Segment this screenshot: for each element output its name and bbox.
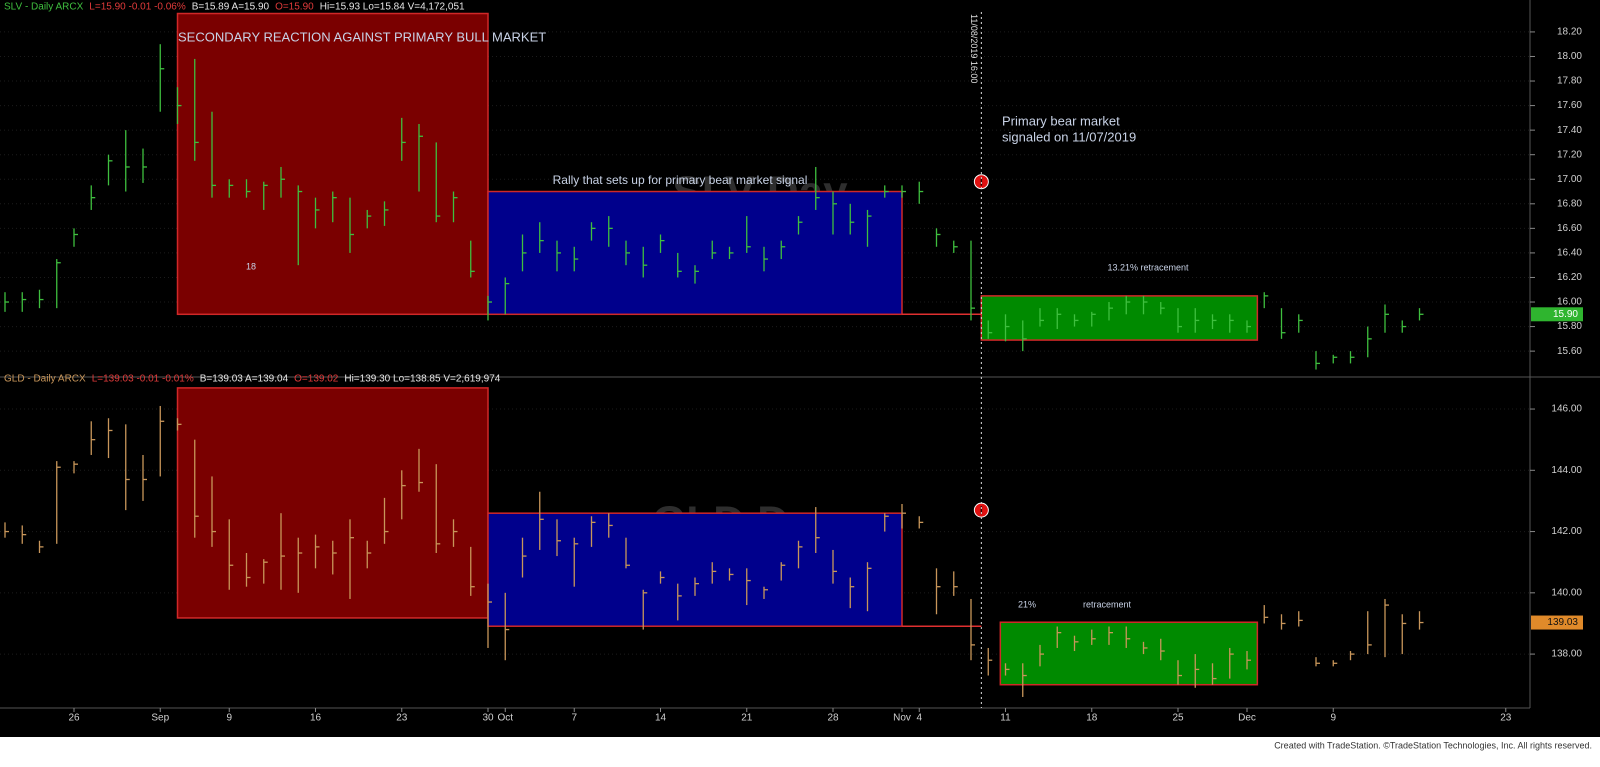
header-text: Hi=15.93 Lo=15.84 V=4,172,051 xyxy=(320,2,465,13)
x-tick-label: 11 xyxy=(1000,713,1011,724)
zone xyxy=(487,512,903,627)
header-text: O=139.02 xyxy=(294,374,339,385)
x-tick-label: 7 xyxy=(571,713,577,724)
y-tick-label: 16.40 xyxy=(1557,248,1582,259)
last-price-tag xyxy=(1531,307,1583,322)
x-tick-label: 18 xyxy=(1086,713,1098,724)
last-price-label: 15.90 xyxy=(1553,309,1578,320)
y-tick-label: 17.80 xyxy=(1557,76,1582,87)
y-tick-label: 140.00 xyxy=(1551,587,1582,598)
annotation: Rally that sets up for primary bear mark… xyxy=(553,173,808,187)
annotation: retracement xyxy=(1083,599,1132,609)
y-tick-label: 16.60 xyxy=(1557,223,1582,234)
header-text: O=15.90 xyxy=(275,2,314,13)
y-tick-label: 144.00 xyxy=(1551,465,1582,476)
zone xyxy=(999,621,1259,686)
header-text: SLV - Daily ARCX xyxy=(4,2,84,13)
x-tick-label: 30 xyxy=(482,713,494,724)
x-tick-label: 28 xyxy=(827,713,839,724)
y-tick-label: 142.00 xyxy=(1551,526,1582,537)
y-tick-label: 15.60 xyxy=(1557,346,1582,357)
x-tick-label: 9 xyxy=(226,713,232,724)
header-text: B=15.89 A=15.90 xyxy=(192,2,270,13)
x-tick-label: Sep xyxy=(151,713,169,724)
annotation: 18 xyxy=(246,261,256,271)
y-tick-label: 17.60 xyxy=(1557,100,1582,111)
x-tick-label: 23 xyxy=(1500,713,1512,724)
zone xyxy=(980,295,1259,341)
x-tick-label: Oct xyxy=(497,713,513,724)
x-tick-label: 16 xyxy=(310,713,322,724)
y-tick-label: 15.80 xyxy=(1557,321,1582,332)
header-text: Hi=139.30 Lo=138.85 V=2,619,974 xyxy=(344,374,500,385)
x-tick-label: 9 xyxy=(1330,713,1336,724)
header-text: GLD - Daily ARCX xyxy=(4,374,86,385)
zone xyxy=(176,12,489,316)
footer: Created with TradeStation. ©TradeStation… xyxy=(1274,740,1592,750)
annotation: Primary bear market xyxy=(1002,113,1120,128)
y-tick-label: 16.20 xyxy=(1557,272,1582,283)
header-text: L=15.90 -0.01 -0.06% xyxy=(89,2,186,13)
annotation: signaled on 11/07/2019 xyxy=(1002,129,1136,144)
y-tick-label: 18.00 xyxy=(1557,51,1582,62)
x-tick-label: 25 xyxy=(1172,713,1184,724)
y-tick-label: 16.00 xyxy=(1557,297,1582,308)
header-text: B=139.03 A=139.04 xyxy=(200,374,289,385)
x-tick-label: 23 xyxy=(396,713,408,724)
annotation: 13.21% retracement xyxy=(1107,262,1189,272)
cursor-label: 11/08/2019 16:00 xyxy=(969,14,979,83)
y-tick-label: 146.00 xyxy=(1551,404,1582,415)
x-tick-label: Nov xyxy=(893,713,911,724)
zone xyxy=(487,190,903,316)
header-text: L=139.03 -0.01 -0.01% xyxy=(92,374,194,385)
y-tick-label: 16.80 xyxy=(1557,198,1582,209)
last-price-tag xyxy=(1531,615,1583,630)
y-tick-label: 17.20 xyxy=(1557,149,1582,160)
annotation: SECONDARY REACTION AGAINST PRIMARY BULL … xyxy=(178,29,546,44)
x-tick-label: Dec xyxy=(1238,713,1256,724)
last-price-label: 139.03 xyxy=(1547,617,1578,628)
x-tick-label: 4 xyxy=(916,713,922,724)
zone xyxy=(176,387,489,619)
x-tick-label: 21 xyxy=(741,713,753,724)
y-tick-label: 17.40 xyxy=(1557,125,1582,136)
y-tick-label: 17.00 xyxy=(1557,174,1582,185)
x-tick-label: 26 xyxy=(68,713,80,724)
annotation: 21% xyxy=(1018,599,1036,609)
x-tick-label: 14 xyxy=(655,713,667,724)
y-tick-label: 138.00 xyxy=(1551,649,1582,660)
y-tick-label: 18.20 xyxy=(1557,27,1582,38)
